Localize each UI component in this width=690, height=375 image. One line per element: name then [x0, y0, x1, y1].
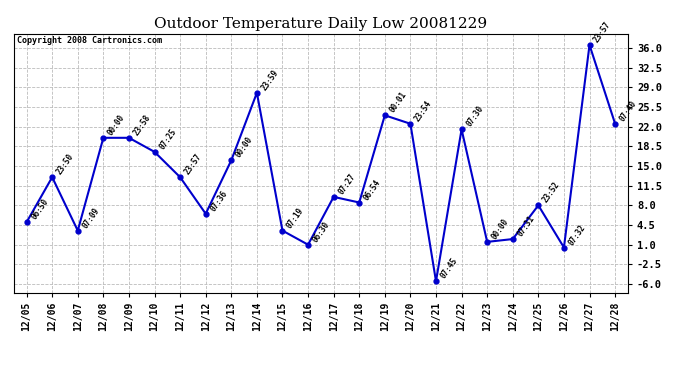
Text: 07:45: 07:45	[439, 256, 460, 280]
Text: 07:40: 07:40	[618, 99, 638, 123]
Text: 23:54: 23:54	[413, 99, 434, 123]
Text: 23:57: 23:57	[592, 20, 613, 44]
Text: 23:57: 23:57	[183, 152, 204, 176]
Text: 06:54: 06:54	[362, 178, 383, 202]
Text: 07:25: 07:25	[157, 127, 178, 151]
Text: 07:31: 07:31	[515, 214, 536, 238]
Text: 23:50: 23:50	[55, 152, 76, 176]
Text: 07:09: 07:09	[81, 206, 101, 230]
Text: 23:58: 23:58	[132, 113, 152, 137]
Text: 00:01: 00:01	[388, 90, 408, 114]
Text: 07:27: 07:27	[337, 172, 357, 196]
Text: 07:19: 07:19	[285, 206, 306, 230]
Text: 07:32: 07:32	[566, 223, 587, 247]
Text: 06:30: 06:30	[310, 220, 331, 244]
Text: 06:50: 06:50	[30, 197, 50, 221]
Text: 00:00: 00:00	[106, 113, 127, 137]
Text: 07:36: 07:36	[208, 189, 229, 213]
Text: 07:30: 07:30	[464, 105, 485, 129]
Text: 23:52: 23:52	[541, 180, 562, 204]
Title: Outdoor Temperature Daily Low 20081229: Outdoor Temperature Daily Low 20081229	[155, 17, 487, 31]
Text: 00:00: 00:00	[234, 135, 255, 159]
Text: 00:00: 00:00	[490, 217, 511, 241]
Text: 23:59: 23:59	[259, 68, 280, 92]
Text: Copyright 2008 Cartronics.com: Copyright 2008 Cartronics.com	[17, 36, 162, 45]
